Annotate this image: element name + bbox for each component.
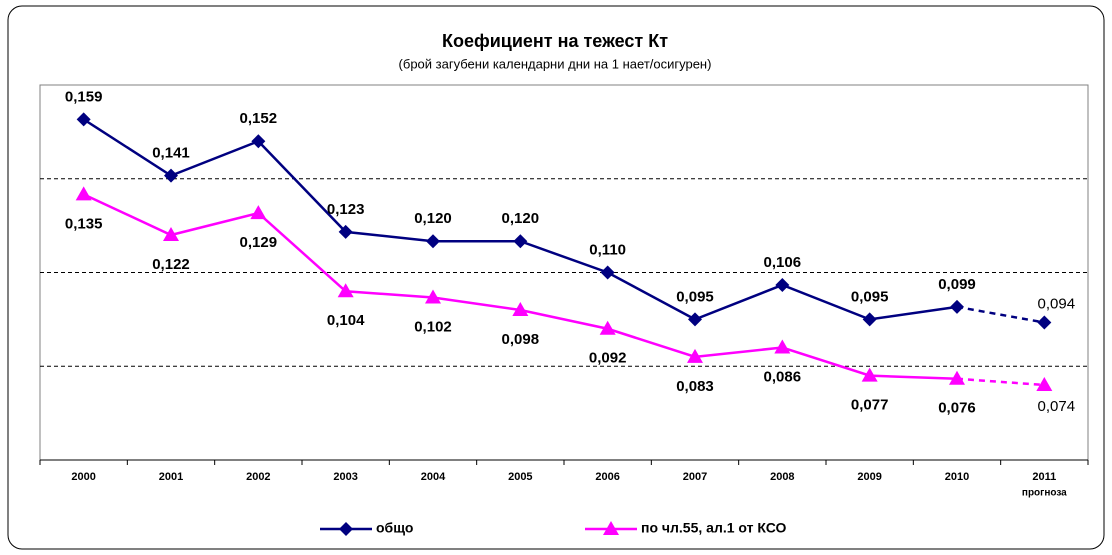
point [164,168,178,183]
point [426,234,440,249]
point [512,302,529,316]
x-tick-label: 2007 [683,471,707,483]
data-label: 0,094 [1038,295,1076,312]
data-label: 0,095 [676,288,714,305]
point [75,186,92,201]
point [861,367,878,382]
x-tick-label: 2001 [159,471,183,483]
x-tick-label: 2003 [333,471,357,483]
point [949,370,965,385]
data-label: 0,083 [676,378,714,395]
data-label: 0,098 [502,331,540,348]
point [337,283,354,298]
point [600,265,615,280]
data-label: 0,104 [327,312,365,329]
data-label: 0,106 [764,254,802,271]
point [1036,377,1053,391]
point [251,134,266,149]
data-label: 0,074 [1038,398,1076,415]
plot-area [39,84,1089,461]
data-label: 0,159 [65,88,103,105]
point [338,224,353,239]
x-tick-label: 2004 [421,471,446,483]
x-tick-label: 2009 [857,471,881,483]
data-label: 0,141 [152,145,190,162]
data-label: 0,077 [851,397,889,414]
data-label: 0,086 [764,368,802,385]
legend-marker [339,522,353,536]
x-tick-label: 2002 [246,471,270,483]
data-label: 0,152 [240,110,278,127]
point [76,112,91,127]
data-label: 0,076 [938,400,976,417]
data-label: 0,122 [152,256,190,273]
data-label: 0,120 [502,210,540,227]
x-tick-label: 2011 [1032,471,1056,483]
point [775,278,790,292]
point [250,205,267,220]
data-label: 0,102 [414,318,452,335]
data-label: 0,129 [240,234,278,251]
x-tick-label: 2010 [945,471,969,483]
x-tick-label: 2005 [508,471,532,483]
legend-label: общо [376,520,413,536]
x-tick-label: 2006 [595,471,619,483]
legend-label: по чл.55, ал.1 от КСО [641,520,786,536]
point [688,312,702,327]
data-label: 0,095 [851,288,889,305]
point [687,348,703,363]
point [599,320,616,335]
point [950,299,964,314]
point [163,227,179,241]
point [1037,315,1052,330]
chart-subtitle: (брой загубени календарни дни на 1 нает/… [399,56,712,71]
data-label: 0,099 [938,276,976,293]
chart-title: Коефициент на тежест Кт [442,31,668,51]
data-label: 0,135 [65,215,103,232]
point [774,339,791,354]
data-label: 0,120 [414,210,452,227]
forecast-line [956,377,1045,387]
forecast-label: прогноза [1022,488,1067,499]
legend-marker [603,521,619,535]
point [862,312,877,327]
x-tick-label: 2008 [770,471,794,483]
x-tick-label: 2000 [71,471,95,483]
forecast-line [956,305,1045,324]
point [513,234,528,249]
data-label: 0,123 [327,201,365,218]
data-label: 0,092 [589,350,627,367]
data-label: 0,110 [589,241,626,258]
point [425,289,441,304]
